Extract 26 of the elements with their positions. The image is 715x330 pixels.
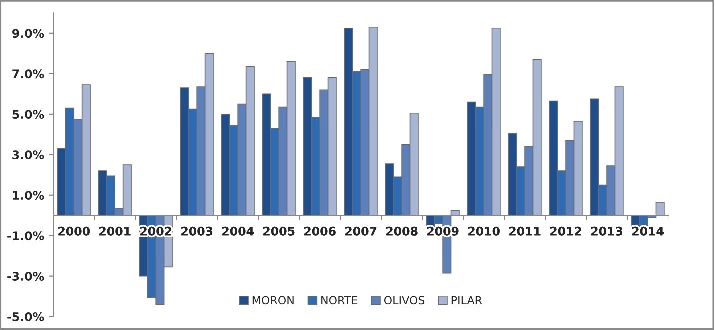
- y-tick-label: 5.0%: [12, 110, 44, 120]
- x-tick-label: 2008: [386, 226, 418, 236]
- x-tick-label: 2005: [264, 226, 295, 236]
- x-tick-label: 2011: [510, 226, 541, 236]
- x-tick-label: 2000: [58, 226, 90, 236]
- legend-label: OLIVOS: [384, 296, 425, 305]
- legend-label: MORON: [252, 296, 294, 305]
- x-tick-label: 2003: [182, 226, 213, 236]
- y-tick-label: 9.0%: [12, 29, 44, 38]
- legend-label: PILAR: [452, 296, 482, 304]
- y-tick-label: 3.0%: [12, 150, 44, 160]
- y-tick-label: -5.0%: [8, 312, 44, 322]
- x-tick-label: 2002: [140, 226, 172, 236]
- x-tick-label: 2012: [550, 226, 582, 236]
- x-tick-label: 2010: [468, 226, 500, 236]
- x-tick-label: 2014: [632, 226, 664, 236]
- x-tick-label: 2006: [304, 226, 336, 236]
- x-tick-label: 2013: [592, 226, 623, 236]
- x-tick-label: 2001: [100, 226, 131, 236]
- x-tick-label: 2007: [346, 226, 377, 236]
- y-tick-label: 7.0%: [12, 70, 44, 79]
- x-tick-label: 2004: [222, 226, 254, 236]
- y-tick-label: -1.0%: [8, 232, 44, 240]
- legend-label: NORTE: [322, 296, 358, 305]
- y-tick-label: -3.0%: [8, 272, 44, 281]
- y-tick-label: 1.0%: [13, 191, 44, 200]
